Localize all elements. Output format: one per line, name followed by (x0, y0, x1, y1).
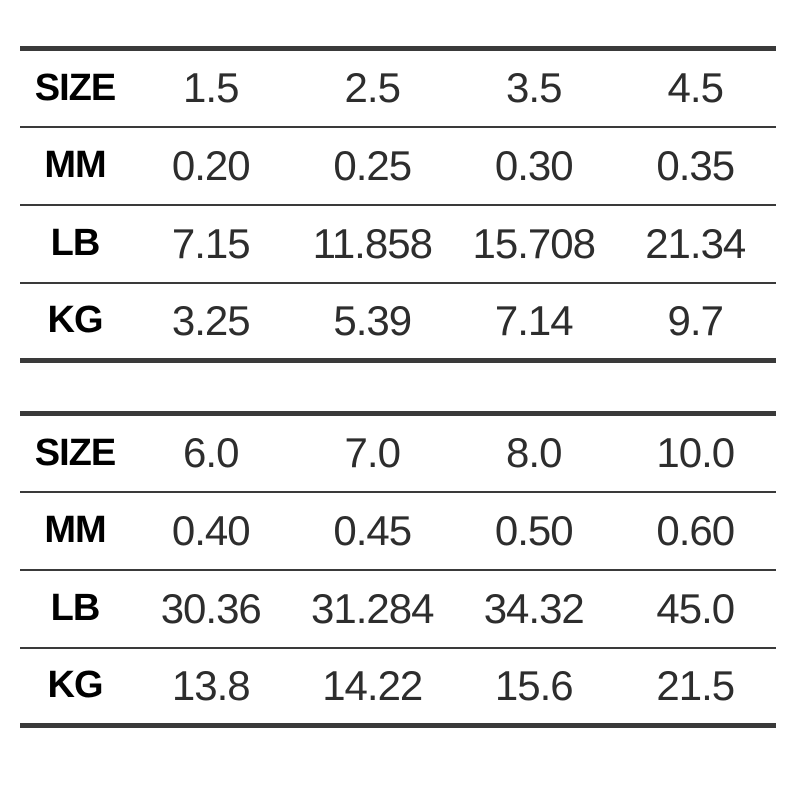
cell-value: 6.0 (183, 429, 239, 477)
cell-value: 0.20 (171, 141, 251, 189)
cell-value: 45.0 (656, 584, 735, 632)
cell-value: 0.35 (656, 141, 735, 189)
table-row: KG 3.25 5.39 7.14 9.7 (20, 283, 776, 361)
cell-value: 14.22 (322, 661, 423, 709)
cell-value: 9.7 (667, 296, 724, 344)
cell-value: 8.0 (506, 429, 562, 477)
cell-value: 21.5 (656, 661, 735, 709)
row-label: KG (47, 299, 104, 342)
cell-value: 13.8 (171, 661, 251, 709)
cell-value: 0.60 (656, 506, 735, 554)
row-label: KG (47, 664, 104, 707)
table-row: MM 0.20 0.25 0.30 0.35 (20, 127, 776, 205)
cell-value: 5.39 (333, 296, 412, 344)
cell-value: 3.5 (506, 64, 562, 112)
cell-value: 7.15 (171, 219, 251, 267)
table-row: KG 13.8 14.22 15.6 21.5 (20, 648, 776, 726)
cell-value: 10.0 (656, 429, 735, 477)
size-chart-table-lower: SIZE 6.0 7.0 8.0 10.0 MM 0.40 0.45 0.50 … (20, 411, 776, 728)
cell-value: 0.25 (333, 141, 412, 189)
cell-value: 15.708 (472, 219, 596, 267)
row-label: MM (44, 509, 106, 551)
cell-value: 3.25 (171, 296, 251, 344)
table-row: SIZE 6.0 7.0 8.0 10.0 (20, 414, 776, 492)
cell-value: 0.40 (171, 506, 251, 554)
cell-value: 0.30 (494, 141, 574, 189)
cell-value: 0.45 (333, 506, 412, 554)
cell-value: 30.36 (160, 584, 262, 632)
cell-value: 11.858 (312, 219, 433, 267)
cell-value: 34.32 (483, 584, 585, 632)
size-chart-table-upper: SIZE 1.5 2.5 3.5 4.5 MM 0.20 0.25 0.30 0… (20, 46, 776, 363)
row-label: MM (44, 144, 106, 186)
cell-value: 2.5 (344, 64, 401, 112)
cell-value: 4.5 (667, 64, 724, 112)
row-label: SIZE (34, 431, 116, 474)
cell-value: 7.0 (344, 429, 401, 477)
cell-value: 1.5 (183, 64, 239, 112)
cell-value: 31.284 (311, 584, 434, 632)
table-row: MM 0.40 0.45 0.50 0.60 (20, 492, 776, 570)
cell-value: 7.14 (494, 296, 574, 344)
row-label: LB (50, 587, 101, 629)
table-row: LB 30.36 31.284 34.32 45.0 (20, 570, 776, 648)
size-chart-page: SIZE 1.5 2.5 3.5 4.5 MM 0.20 0.25 0.30 0… (20, 46, 776, 728)
table-row: SIZE 1.5 2.5 3.5 4.5 (20, 49, 776, 127)
table-row: LB 7.15 11.858 15.708 21.34 (20, 205, 776, 283)
row-label: SIZE (34, 66, 116, 109)
cell-value: 21.34 (645, 219, 746, 267)
cell-value: 0.50 (494, 506, 574, 554)
table-divider-gap (20, 363, 776, 411)
row-label: LB (50, 222, 101, 264)
cell-value: 15.6 (494, 661, 574, 709)
